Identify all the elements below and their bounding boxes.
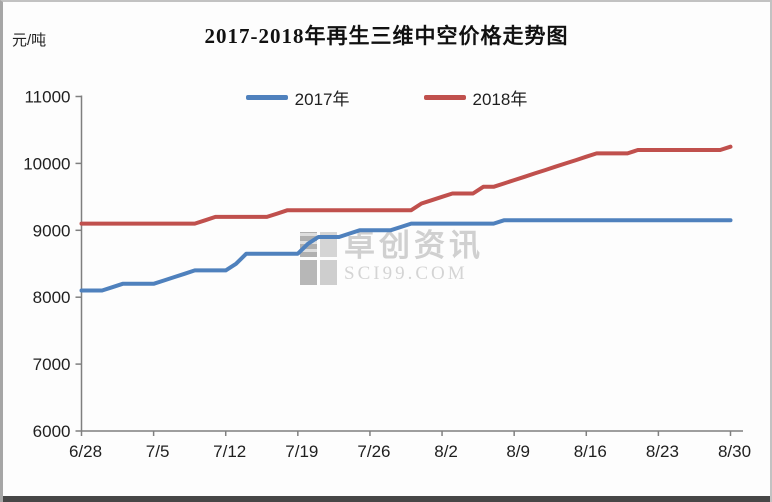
watermark-domain: SCI99.COM — [344, 263, 468, 284]
legend-label-2018: 2018年 — [472, 90, 528, 109]
x-tick-label: 7/19 — [285, 442, 318, 461]
y-tick-label: 9000 — [33, 221, 71, 240]
x-tick-label: 7/26 — [357, 442, 390, 461]
x-tick-label: 8/9 — [506, 442, 530, 461]
legend-item-2017: 2017年 — [245, 85, 350, 110]
price-trend-chart: 6000 7000 8000 9000 10000 11000 6/28 7/5 7/12 7/1… — [23, 88, 751, 462]
x-tick-label: 8/2 — [434, 442, 458, 461]
y-axis-unit-label: 元/吨 — [12, 32, 47, 49]
x-tick-label: 7/12 — [213, 442, 246, 461]
y-tick-label: 6000 — [33, 422, 71, 441]
series-line-2017 — [79, 218, 733, 293]
x-tick-label: 6/28 — [69, 442, 102, 461]
watermark-brand: 卓创资讯 — [344, 228, 484, 263]
y-tick-label: 10000 — [23, 154, 70, 173]
x-tick-label: 7/5 — [146, 442, 170, 461]
legend: 2017年 2018年 — [3, 85, 770, 110]
series-line-2018 — [79, 144, 733, 226]
x-tick-label: 8/16 — [574, 442, 607, 461]
legend-line-swatch-2017 — [245, 95, 288, 100]
legend-label-2017: 2017年 — [294, 90, 350, 109]
bottom-border-bar — [3, 496, 770, 502]
legend-item-2018: 2018年 — [423, 85, 528, 110]
chart-title: 2017-2018年再生三维中空价格走势图 — [204, 24, 569, 48]
y-tick-label: 7000 — [33, 355, 71, 374]
y-tick-label: 11000 — [24, 88, 70, 107]
legend-line-swatch-2018 — [423, 95, 466, 100]
y-tick-label: 8000 — [33, 288, 71, 307]
x-tick-label: 8/23 — [646, 442, 679, 461]
x-tick-label: 8/30 — [718, 442, 751, 461]
